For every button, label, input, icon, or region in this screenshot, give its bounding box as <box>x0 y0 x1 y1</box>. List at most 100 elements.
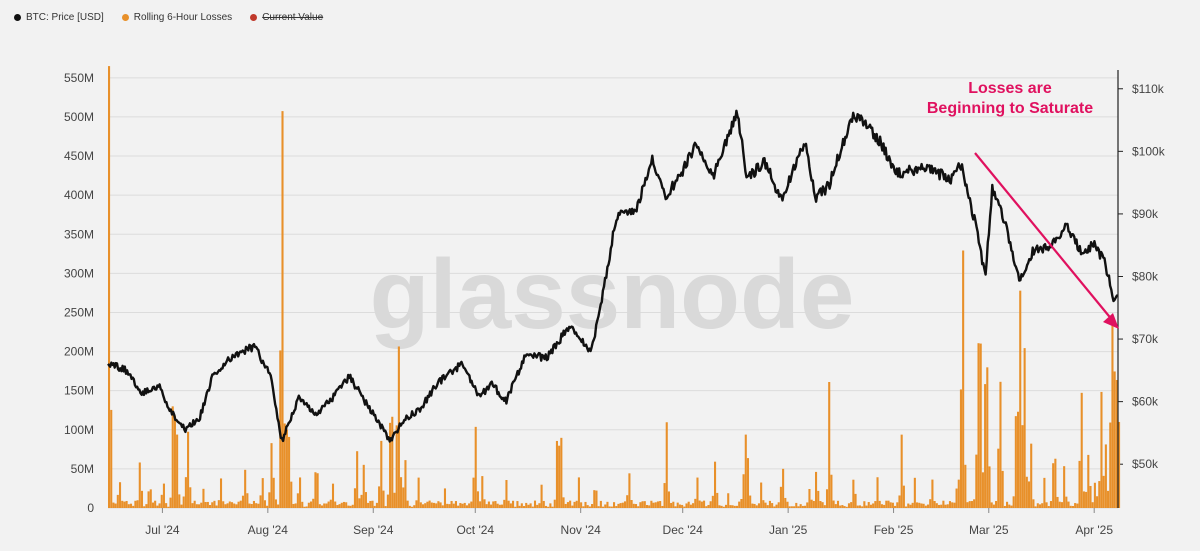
right-tick-label: $110k <box>1132 82 1165 96</box>
legend-item-rolling-losses[interactable]: Rolling 6-Hour Losses <box>121 12 232 23</box>
loss-bar <box>551 506 554 508</box>
loss-bar <box>665 422 668 508</box>
grid-lines <box>108 77 1118 509</box>
loss-bar <box>922 503 925 508</box>
loss-bar <box>648 505 651 508</box>
loss-bar <box>421 504 425 508</box>
loss-bar <box>463 502 466 508</box>
loss-bar <box>608 506 611 508</box>
loss-bar <box>1091 502 1094 508</box>
loss-bar <box>540 484 543 508</box>
loss-bar <box>705 506 708 508</box>
loss-bar <box>992 504 995 508</box>
loss-bar <box>430 502 433 508</box>
loss-bar <box>415 500 418 508</box>
loss-bar <box>876 477 879 508</box>
loss-bar <box>602 506 605 508</box>
loss-bar <box>905 506 908 508</box>
loss-bar <box>845 506 848 508</box>
loss-bar <box>639 502 642 508</box>
loss-bar <box>428 500 431 508</box>
legend-dot-icon <box>14 14 21 21</box>
right-tick-label: $60k <box>1132 395 1159 409</box>
loss-bar <box>538 503 541 508</box>
loss-bar <box>968 501 971 508</box>
loss-bar <box>116 494 119 508</box>
loss-bar <box>215 505 218 508</box>
loss-bar <box>924 505 927 508</box>
loss-bar <box>411 506 414 508</box>
loss-bar <box>213 500 216 508</box>
loss-bar <box>751 503 754 508</box>
loss-bar <box>176 434 179 508</box>
loss-bar <box>1113 371 1116 508</box>
loss-bar <box>364 492 367 508</box>
loss-bar <box>841 505 844 508</box>
loss-bar <box>823 505 826 508</box>
loss-bar <box>995 501 998 508</box>
loss-bar <box>112 502 115 508</box>
loss-bar <box>714 461 717 508</box>
loss-bar <box>402 487 405 508</box>
loss-bar <box>198 504 201 508</box>
loss-bar <box>880 504 883 508</box>
loss-bar <box>977 343 980 508</box>
loss-bar <box>571 505 574 508</box>
loss-bar <box>312 498 315 508</box>
loss-bar <box>283 423 286 508</box>
losses-bars <box>108 66 1121 509</box>
legend-item-current-value[interactable]: Current Value <box>250 12 323 23</box>
loss-bar <box>698 500 701 508</box>
left-tick-label: 0 <box>87 501 94 515</box>
x-tick-label: Apr '25 <box>1075 523 1113 537</box>
loss-bar <box>577 477 580 508</box>
legend-dot-icon <box>250 14 258 21</box>
loss-bar <box>582 506 585 508</box>
loss-bar <box>356 451 359 508</box>
loss-bar <box>252 500 255 508</box>
chart-legend: BTC: Price [USD] Rolling 6-Hour Losses C… <box>14 12 323 23</box>
loss-bar <box>1102 475 1105 508</box>
loss-bar <box>771 503 774 508</box>
loss-bar <box>948 501 952 508</box>
loss-bar <box>1027 481 1031 508</box>
loss-bar <box>711 495 714 508</box>
loss-bar <box>167 506 170 508</box>
loss-bar <box>417 477 420 508</box>
loss-bar <box>722 506 725 508</box>
loss-bar <box>1034 506 1037 508</box>
loss-bar <box>1104 444 1107 508</box>
loss-bar <box>1082 491 1085 508</box>
loss-bar <box>1012 496 1015 508</box>
loss-bar <box>962 250 965 508</box>
loss-bar <box>832 500 835 508</box>
loss-bar <box>165 503 168 508</box>
loss-bar <box>746 458 750 508</box>
legend-item-btc-price[interactable]: BTC: Price [USD] <box>14 12 104 23</box>
loss-bar <box>667 491 670 508</box>
loss-bar <box>474 426 477 508</box>
loss-bar <box>292 503 295 508</box>
loss-bar <box>909 504 912 508</box>
loss-bar <box>1006 501 1009 508</box>
loss-bar <box>472 477 475 508</box>
loss-bar <box>650 500 653 508</box>
left-tick-label: 200M <box>64 345 94 359</box>
loss-bar <box>375 502 378 508</box>
loss-bar <box>389 422 392 508</box>
loss-bar <box>446 503 449 508</box>
loss-bar <box>140 490 144 508</box>
loss-bar <box>709 501 712 508</box>
loss-bar <box>685 503 688 508</box>
loss-bar <box>230 502 234 508</box>
loss-bar <box>408 505 411 508</box>
loss-bar <box>970 501 973 508</box>
loss-bar <box>797 506 800 508</box>
loss-bar <box>248 503 251 508</box>
left-tick-label: 450M <box>64 149 94 163</box>
loss-bar <box>360 494 363 508</box>
loss-bar <box>320 505 324 508</box>
loss-bar <box>623 501 627 508</box>
loss-bar <box>342 501 346 508</box>
